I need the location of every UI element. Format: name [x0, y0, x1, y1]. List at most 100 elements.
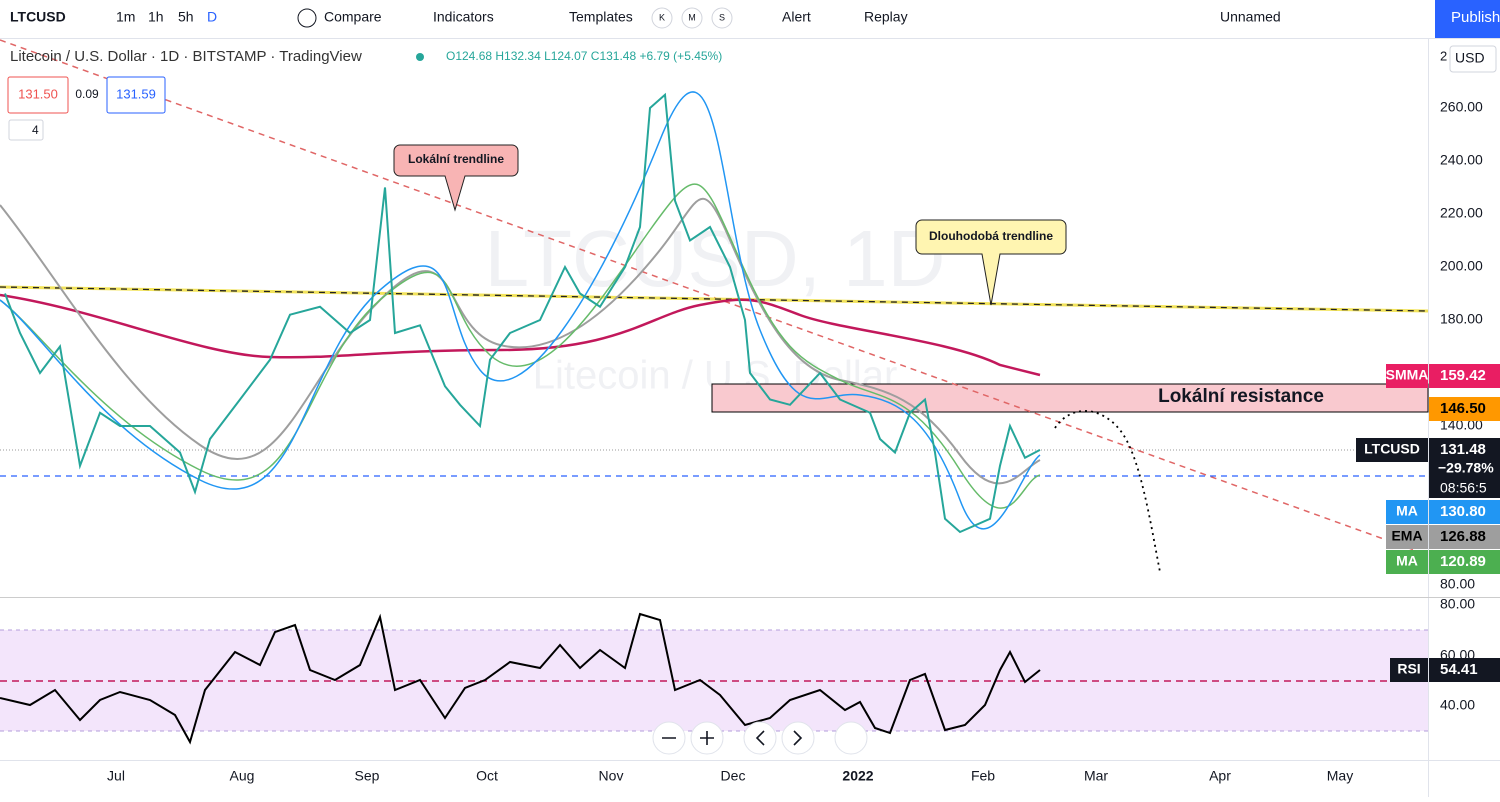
- template-key[interactable]: S: [719, 12, 725, 22]
- price-label-name: EMA: [1391, 528, 1422, 544]
- projection-arrow: [1054, 410, 1161, 573]
- time-tick: Dec: [721, 768, 746, 784]
- price-label: 120.89: [1440, 553, 1486, 570]
- indicator-count: 4: [32, 123, 39, 137]
- publish[interactable]: Publish: [1451, 9, 1500, 26]
- price-change: −29.78%: [1438, 460, 1494, 476]
- template-key-bg: [681, 7, 703, 29]
- price-label-bg: [1429, 364, 1500, 388]
- currency-button[interactable]: [1449, 45, 1497, 73]
- time-tick: 2022: [842, 768, 873, 784]
- rsi-name: RSI: [1397, 661, 1420, 677]
- compare-icon: [297, 8, 317, 28]
- price-label-name-bg: [1356, 438, 1428, 462]
- rsi-tick: 40.00: [1440, 697, 1475, 713]
- price-tick: 80.00: [1440, 576, 1475, 592]
- template-key-bg: [651, 7, 673, 29]
- callout-long: [915, 219, 1067, 306]
- scroll-left[interactable]: [743, 721, 777, 755]
- status-dot: [416, 53, 424, 61]
- price-tick: 220.00: [1440, 205, 1483, 221]
- price-label-name: MA: [1396, 553, 1418, 569]
- price-tick: 180.00: [1440, 311, 1483, 327]
- ask: 131.59: [116, 86, 156, 101]
- replay[interactable]: Replay: [864, 9, 908, 25]
- ema-line: [0, 197, 1041, 485]
- template-key-bg: [711, 7, 733, 29]
- rsi-value-bg: [1429, 658, 1500, 682]
- price-label: 146.50: [1440, 400, 1486, 417]
- price-label-bg: [1429, 525, 1500, 549]
- time-tick: Jul: [107, 768, 125, 784]
- compare[interactable]: Compare: [324, 9, 382, 25]
- layout-name[interactable]: Unnamed: [1220, 9, 1281, 25]
- nav-buttons: [652, 721, 868, 755]
- alert[interactable]: Alert: [782, 9, 811, 25]
- nav-icons: [662, 730, 803, 746]
- price-label-name-bg: [1386, 500, 1428, 524]
- price-series: [4, 92, 1041, 534]
- callout-local: [393, 144, 519, 212]
- currency[interactable]: USD: [1455, 50, 1485, 66]
- price-label: 126.88: [1440, 528, 1486, 545]
- price-tick: 240.00: [1440, 152, 1483, 168]
- indicator-toggle[interactable]: [8, 119, 44, 141]
- interval[interactable]: D: [207, 9, 217, 25]
- publish-button[interactable]: [1435, 0, 1500, 38]
- ask-box: [106, 76, 166, 114]
- time-tick: Oct: [476, 768, 498, 784]
- callout-local-text: Lokální trendline: [408, 152, 504, 166]
- price-label-name: SMMA: [1386, 367, 1429, 383]
- rsi-tick: 80.00: [1440, 596, 1475, 612]
- time-tick: Apr: [1209, 768, 1231, 784]
- spread: 0.09: [75, 87, 99, 101]
- toolbar: [0, 0, 1500, 38]
- indicators[interactable]: Indicators: [433, 9, 494, 25]
- reset[interactable]: [834, 721, 868, 755]
- watermark: LTCUSD, 1D: [485, 214, 946, 303]
- interval[interactable]: 1h: [148, 9, 164, 25]
- time-tick: Aug: [230, 768, 255, 784]
- price-tick: 260.00: [1440, 99, 1483, 115]
- price-label-name: MA: [1396, 503, 1418, 519]
- interval[interactable]: 1m: [116, 9, 135, 25]
- long-trendline: [0, 286, 1429, 312]
- legend-title: Litecoin / U.S. Dollar · 1D · BITSTAMP ·…: [10, 48, 362, 65]
- template-key[interactable]: K: [659, 12, 665, 22]
- interval[interactable]: 5h: [178, 9, 194, 25]
- callout-long-text: Dlouhodobá trendline: [929, 229, 1053, 243]
- price-label: 130.80: [1440, 503, 1486, 520]
- templates[interactable]: Templates: [569, 9, 633, 25]
- resistance-label: Lokální resistance: [1158, 386, 1324, 407]
- time-tick: Mar: [1084, 768, 1108, 784]
- price-label-name-bg: [1386, 550, 1428, 574]
- price-label-name-bg: [1386, 525, 1428, 549]
- symbol[interactable]: LTCUSD: [10, 9, 66, 25]
- price-label-bg: [1429, 550, 1500, 574]
- price-label: 131.48: [1440, 441, 1486, 458]
- time-tick: Nov: [599, 768, 624, 784]
- bid: 131.50: [18, 86, 58, 101]
- rsi-name-bg: [1390, 658, 1428, 682]
- smma-line: [0, 293, 1041, 377]
- time-tick: May: [1327, 768, 1353, 784]
- rsi-line: [0, 612, 1041, 745]
- time-tick: Feb: [971, 768, 995, 784]
- price-label-bg: [1429, 397, 1500, 421]
- price-tick: 200.00: [1440, 258, 1483, 274]
- price-label-bg: [1429, 500, 1500, 524]
- legend-ohlc: O124.68 H132.34 L124.07 C131.48 +6.79 (+…: [446, 49, 722, 63]
- rsi-value: 54.41: [1440, 661, 1478, 678]
- template-key[interactable]: M: [688, 12, 696, 22]
- scroll-right[interactable]: [781, 721, 815, 755]
- countdown: 08:56:5: [1440, 480, 1487, 496]
- price-label-name-bg: [1386, 364, 1428, 388]
- price-tick-cut: 2: [1440, 48, 1447, 63]
- price-label-bg: [1429, 438, 1500, 498]
- price-label: 159.42: [1440, 367, 1486, 384]
- price-label-name: LTCUSD: [1364, 441, 1420, 457]
- bid-box: [7, 76, 69, 114]
- time-tick: Sep: [355, 768, 380, 784]
